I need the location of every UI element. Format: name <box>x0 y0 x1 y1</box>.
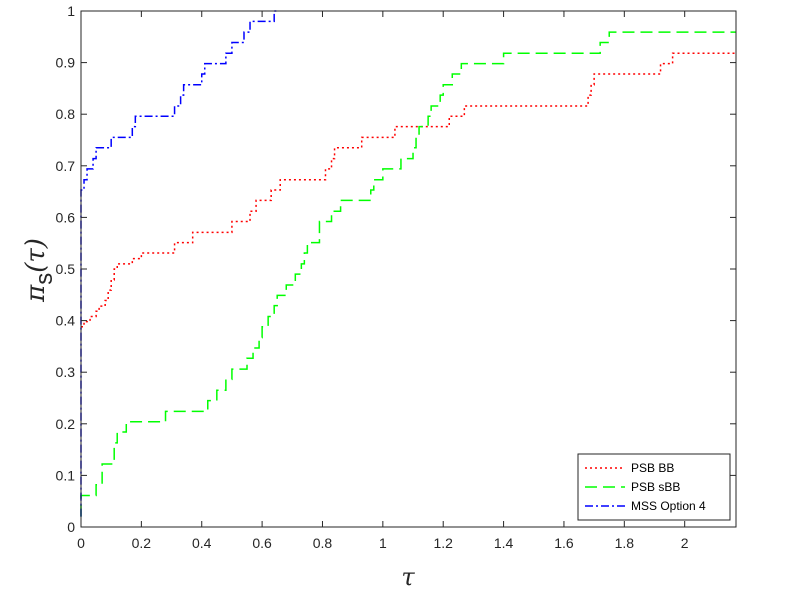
x-tick-label: 1 <box>379 535 387 551</box>
x-tick-label: 0.8 <box>313 535 333 551</box>
y-tick-label: 1 <box>67 3 75 19</box>
legend-label-mss-option-4: MSS Option 4 <box>631 499 706 513</box>
y-tick-label: 0 <box>67 519 75 535</box>
legend-label-psb-bb: PSB BB <box>631 461 674 475</box>
series-line-mss-option-4 <box>80 10 278 517</box>
x-tick-label: 0 <box>77 535 85 551</box>
y-axis-label-sub: s <box>31 273 58 285</box>
series-line-psb-bb <box>81 52 736 328</box>
x-axis-label: τ <box>401 563 415 591</box>
y-axis-ticks: 0 0.1 0.2 0.3 0.4 0.5 0.6 0.7 0.8 0.9 1 <box>56 3 736 535</box>
y-tick-label: 0.5 <box>56 261 76 277</box>
y-tick-label: 0.8 <box>56 106 76 122</box>
y-tick-label: 0.6 <box>56 209 76 225</box>
y-tick-label: 0.3 <box>56 364 76 380</box>
legend: PSB BB PSB sBB MSS Option 4 <box>577 453 731 521</box>
x-tick-label: 0.4 <box>192 535 212 551</box>
svg-text:πs(τ): πs(τ) <box>21 238 58 303</box>
y-tick-label: 0.7 <box>56 158 76 174</box>
x-tick-label: 2 <box>681 535 689 551</box>
x-tick-label: 1.6 <box>554 535 574 551</box>
y-axis-label-arg: (τ) <box>21 238 51 273</box>
x-tick-label: 1.8 <box>615 535 635 551</box>
y-tick-label: 0.2 <box>56 416 76 432</box>
y-axis-label: πs(τ) <box>21 238 58 303</box>
x-tick-label: 0.6 <box>252 535 272 551</box>
plot-series-group <box>80 10 736 517</box>
x-axis-ticks: 0 0.2 0.4 0.6 0.8 1 1.2 1.4 1.6 1.8 2 <box>77 11 689 551</box>
y-tick-label: 0.9 <box>56 55 76 71</box>
x-tick-label: 0.2 <box>132 535 152 551</box>
y-tick-label: 0.1 <box>56 467 76 483</box>
y-axis-label-main: π <box>21 284 51 303</box>
x-tick-label: 1.4 <box>494 535 514 551</box>
legend-label-psb-sbb: PSB sBB <box>631 480 680 494</box>
y-tick-label: 0.4 <box>56 313 76 329</box>
x-tick-label: 1.2 <box>433 535 453 551</box>
